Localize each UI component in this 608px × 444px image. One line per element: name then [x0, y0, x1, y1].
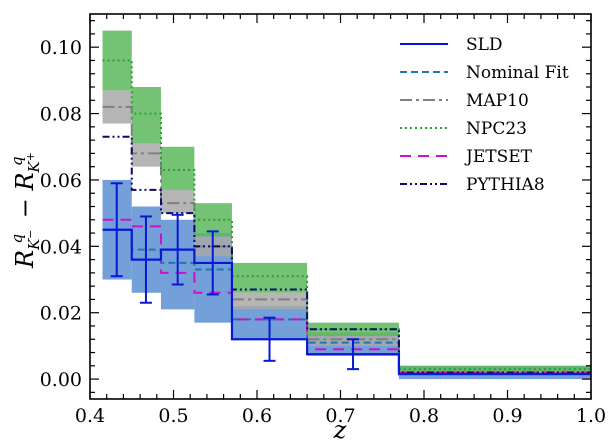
- series-line-map10: [102, 105, 591, 374]
- legend-entry-jetset: JETSET: [400, 147, 533, 167]
- svg-text:RK−q − RK+q: RK−q − RK+q: [8, 152, 43, 269]
- x-tick-label: 0.5: [158, 405, 188, 427]
- legend-entry-npc23: NPC23: [400, 119, 527, 139]
- legend-entry-sld: SLD: [400, 35, 503, 55]
- axis-ticks: [89, 14, 592, 399]
- x-tick-label: 0.6: [242, 405, 272, 427]
- legend-label: PYTHIA8: [466, 175, 545, 195]
- x-axis-label: z: [333, 416, 347, 444]
- band-npc23-0: [102, 30, 132, 91]
- legend-label: NPC23: [466, 119, 527, 139]
- y-axis-label: RK−q − RK+q: [8, 152, 43, 269]
- legend-entry-pythia8: PYTHIA8: [400, 175, 545, 195]
- sld-error-bar: [139, 215, 152, 304]
- legend-label: MAP10: [466, 91, 529, 111]
- x-tick-labels: 0.4 0.5 0.6 0.7 0.8 0.9 1.0: [75, 405, 606, 427]
- x-tick-label: 0.4: [75, 405, 105, 427]
- legend-label: SLD: [466, 35, 503, 55]
- y-tick-labels: 0.00 0.02 0.04 0.06 0.08 0.10: [40, 37, 82, 391]
- band-map10-1: [131, 143, 161, 167]
- legend-entry-nominal-fit: Nominal Fit: [400, 63, 569, 83]
- y-tick-label: 0.04: [40, 236, 82, 258]
- y-tick-label: 0.00: [40, 369, 82, 391]
- legend-entry-map10: MAP10: [400, 91, 529, 111]
- band-map10-2: [160, 189, 195, 214]
- sld-error-bars: [110, 182, 360, 371]
- sld-error-bar: [110, 182, 123, 278]
- y-tick-label: 0.02: [40, 303, 82, 325]
- band-npc23-4: [231, 262, 308, 293]
- sld-error-bar: [206, 230, 219, 296]
- sld-error-bar: [347, 338, 360, 371]
- band-map10-4: [231, 292, 308, 310]
- legend-label: Nominal Fit: [466, 63, 569, 83]
- x-tick-label: 0.9: [492, 405, 522, 427]
- band-npc23-1: [131, 87, 161, 144]
- legend-label: JETSET: [464, 147, 533, 167]
- y-tick-label: 0.10: [40, 37, 82, 59]
- x-tick-label: 0.7: [325, 405, 355, 427]
- sld-error-bar: [171, 213, 184, 286]
- x-tick-label: 1.0: [576, 405, 606, 427]
- sld-error-bar: [263, 316, 276, 362]
- y-tick-label: 0.08: [40, 104, 82, 126]
- x-tick-label: 0.8: [409, 405, 439, 427]
- y-tick-label: 0.06: [40, 170, 82, 192]
- band-npc23-2: [160, 146, 195, 190]
- legend: SLD Nominal Fit MAP10 NPC23 JETSET PYTHIA8: [400, 35, 569, 195]
